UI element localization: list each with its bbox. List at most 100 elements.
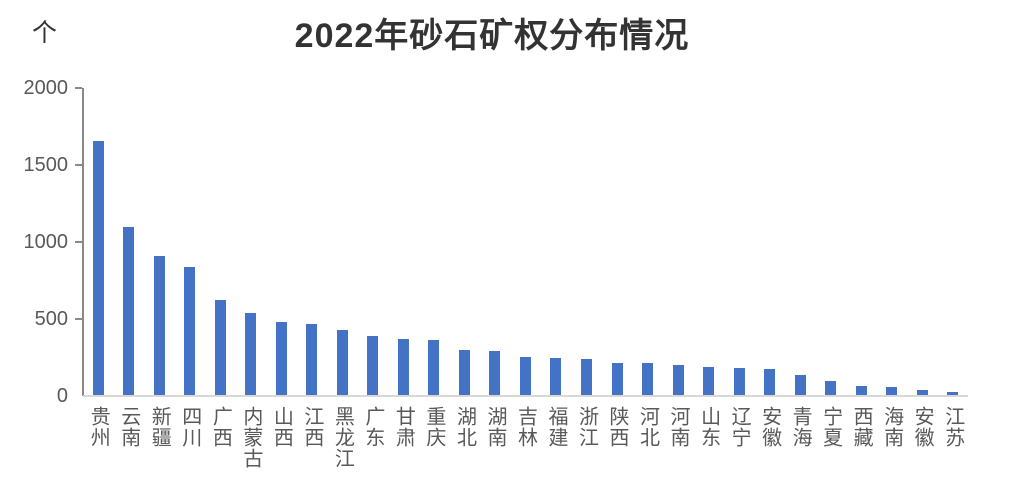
x-axis-category-label: 河南	[667, 406, 690, 448]
bar	[764, 369, 776, 395]
bar-column	[693, 88, 724, 395]
bar-column	[785, 88, 816, 395]
bar-column	[907, 88, 938, 395]
bar	[855, 386, 867, 395]
bar-column	[83, 88, 114, 395]
bar-column	[205, 88, 236, 395]
x-axis-category-label: 云南	[117, 406, 140, 448]
bar-column	[754, 88, 785, 395]
bar-column	[571, 88, 602, 395]
x-axis-label-cell: 西藏	[846, 406, 877, 469]
x-axis-label-cell: 广西	[205, 406, 236, 469]
x-axis-label-cell: 广东	[358, 406, 389, 469]
bar	[825, 381, 837, 395]
x-axis-label-cell: 甘肃	[388, 406, 419, 469]
x-axis-category-label: 陕西	[606, 406, 629, 448]
x-axis-label-cell: 宁夏	[815, 406, 846, 469]
bar-column	[846, 88, 877, 395]
x-axis-label-cell: 河南	[663, 406, 694, 469]
x-axis-label-cell: 福建	[541, 406, 572, 469]
x-axis-label-cell: 湖北	[449, 406, 480, 469]
x-axis-label-cell: 重庆	[419, 406, 450, 469]
x-axis-label-cell: 湖南	[480, 406, 511, 469]
y-axis-tick-label: 500	[34, 308, 68, 330]
x-axis-category-label: 广东	[361, 406, 384, 448]
x-axis-label-cell: 陕西	[602, 406, 633, 469]
x-axis-label-cell: 内蒙古	[236, 406, 267, 469]
bar	[489, 351, 501, 395]
x-axis-category-label: 山西	[270, 406, 293, 448]
x-axis-category-label: 贵州	[87, 406, 110, 448]
bar	[794, 375, 806, 395]
bar	[672, 365, 684, 395]
bar-column	[937, 88, 968, 395]
x-axis-category-label: 江苏	[941, 406, 964, 448]
y-axis-tick-label: 0	[56, 385, 68, 407]
x-axis-label-cell: 安徽	[754, 406, 785, 469]
x-axis-category-label: 湖北	[453, 406, 476, 448]
bar	[245, 313, 257, 395]
x-axis-category-label: 重庆	[422, 406, 445, 448]
chart-title: 2022年砂石矿权分布情况	[294, 17, 690, 55]
bar-column	[449, 88, 480, 395]
x-axis-label-cell: 青海	[785, 406, 816, 469]
x-axis-category-label: 福建	[544, 406, 567, 448]
x-axis-category-label: 新疆	[148, 406, 171, 448]
x-axis-category-label: 甘肃	[392, 406, 415, 448]
bar	[458, 350, 470, 395]
x-axis-category-label: 黑龙江	[331, 406, 354, 469]
x-axis-category-label: 江西	[300, 406, 323, 448]
bar	[92, 141, 104, 395]
bar-column	[297, 88, 328, 395]
bar-column	[327, 88, 358, 395]
bar	[306, 324, 318, 395]
x-axis-label-cell: 河北	[632, 406, 663, 469]
x-axis-category-label: 内蒙古	[239, 406, 262, 469]
y-axis-line	[82, 88, 84, 396]
bar-column	[724, 88, 755, 395]
x-axis-label-cell: 江苏	[937, 406, 968, 469]
bar-column	[876, 88, 907, 395]
x-axis-label-cell: 辽宁	[724, 406, 755, 469]
x-axis-label-cell: 江西	[297, 406, 328, 469]
x-axis-category-label: 山东	[697, 406, 720, 448]
bar	[428, 340, 440, 395]
x-axis-label-cell: 山西	[266, 406, 297, 469]
bar	[642, 363, 654, 395]
bar-column	[175, 88, 206, 395]
bar	[184, 267, 196, 395]
y-axis-tick-label: 1500	[23, 154, 69, 176]
x-axis-category-label: 安徽	[911, 406, 934, 448]
x-axis-category-label: 宁夏	[819, 406, 842, 448]
bar-column	[144, 88, 175, 395]
bar	[275, 322, 287, 395]
bar-column	[419, 88, 450, 395]
x-axis-label-cell: 新疆	[144, 406, 175, 469]
bar-column	[388, 88, 419, 395]
bar	[550, 358, 562, 395]
bar	[214, 300, 226, 395]
x-axis-category-label: 湖南	[483, 406, 506, 448]
bar-column	[358, 88, 389, 395]
bar-column	[236, 88, 267, 395]
bar	[733, 368, 745, 395]
x-axis-label-cell: 四川	[175, 406, 206, 469]
x-axis-category-label: 海南	[880, 406, 903, 448]
x-axis-category-label: 浙江	[575, 406, 598, 448]
bar	[123, 227, 135, 395]
plot-area	[83, 88, 968, 395]
y-axis-tick-label: 1000	[23, 231, 69, 253]
bar-column	[602, 88, 633, 395]
x-axis-category-label: 吉林	[514, 406, 537, 448]
x-axis-line	[83, 395, 968, 397]
bar-column	[541, 88, 572, 395]
x-axis-category-label: 河北	[636, 406, 659, 448]
bar-column	[480, 88, 511, 395]
x-axis-label-cell: 云南	[114, 406, 145, 469]
x-axis-label-cell: 贵州	[83, 406, 114, 469]
x-axis-label-cell: 安徽	[907, 406, 938, 469]
bar	[367, 336, 379, 395]
bar	[153, 256, 165, 395]
y-axis-tick-mark	[75, 318, 82, 320]
